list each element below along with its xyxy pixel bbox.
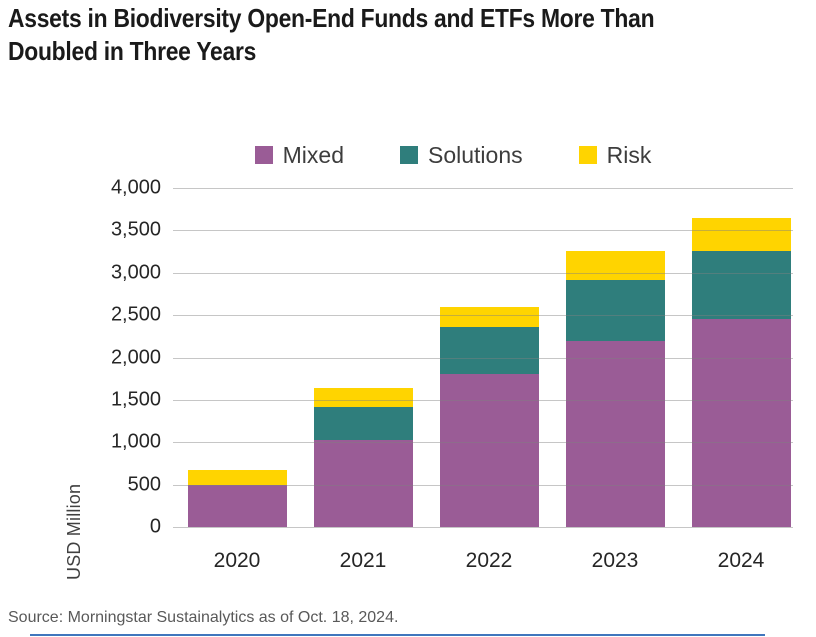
y-tick-label-3000: 3,000: [110, 261, 161, 284]
gridline-1500: [173, 399, 793, 401]
x-axis-baseline: [173, 527, 793, 528]
legend-item-risk: Risk: [578, 141, 652, 169]
y-tick-label-500: 500: [127, 473, 161, 496]
legend-swatch-mixed-icon: [254, 146, 273, 164]
chart-title: Assets in Biodiversity Open-End Funds an…: [8, 2, 655, 68]
bottom-accent-rule: [30, 634, 765, 636]
y-tick-label-2000: 2,000: [110, 346, 161, 368]
bar-segment-risk-2022: [439, 306, 539, 327]
gridline-1000: [173, 442, 793, 444]
legend: Mixed Solutions Risk: [143, 140, 763, 170]
x-axis-labels: 2020 2021 2022 2023 2024: [173, 549, 793, 579]
gridline-4000: [173, 188, 793, 189]
gridline-3000: [173, 272, 793, 274]
bar-segment-risk-2023: [565, 250, 665, 280]
bar-segment-mixed-2023: [565, 341, 665, 527]
gridline-500: [173, 484, 793, 486]
legend-label-mixed: Mixed: [282, 141, 344, 168]
bar-segment-risk-2020: [187, 470, 287, 485]
bar-segment-risk-2024: [691, 217, 791, 251]
bar-segment-mixed-2024: [691, 318, 791, 527]
x-tick-label-2021: 2021: [339, 549, 387, 572]
plot-area: [173, 188, 793, 528]
bar-segment-mixed-2022: [439, 373, 539, 527]
bar-segment-solutions-2022: [439, 326, 539, 374]
y-tick-label-1500: 1,500: [110, 388, 161, 411]
y-tick-label-1000: 1,000: [110, 430, 161, 453]
x-tick-label-2022: 2022: [465, 549, 513, 572]
legend-item-mixed: Mixed: [254, 141, 344, 169]
y-axis-labels: 0 500 1,000 1,500 2,000 2,500 3,000 3,500 4,000: [55, 177, 161, 538]
legend-swatch-solutions-icon: [400, 146, 418, 164]
bar-segment-solutions-2024: [691, 250, 791, 319]
chart-title-line-2: Doubled in Three Years: [8, 36, 257, 66]
bar-segment-risk-2021: [313, 388, 413, 407]
y-tick-label-3500: 3,500: [110, 218, 161, 241]
gridline-3500: [173, 230, 793, 232]
bar-segment-solutions-2021: [313, 406, 413, 440]
legend-label-solutions: Solutions: [428, 141, 523, 168]
source-note: Source: Morningstar Sustainalytics as of…: [8, 609, 399, 626]
y-tick-label-0: 0: [149, 515, 161, 538]
gridline-2500: [173, 315, 793, 317]
y-tick-label-4000: 4,000: [110, 176, 161, 199]
legend-swatch-risk-icon: [578, 146, 597, 164]
x-tick-label-2024: 2024: [717, 549, 765, 572]
legend-label-risk: Risk: [606, 141, 652, 168]
bar-segment-solutions-2023: [565, 279, 665, 342]
y-axis-title: USD Million: [64, 483, 84, 580]
gridline-2000: [173, 357, 793, 359]
x-tick-label-2023: 2023: [591, 549, 639, 572]
bar-segment-mixed-2020: [187, 484, 287, 527]
y-tick-label-2500: 2,500: [110, 303, 161, 326]
bar-segment-mixed-2021: [313, 439, 413, 527]
x-tick-label-2020: 2020: [213, 549, 261, 572]
legend-item-solutions: Solutions: [400, 142, 523, 169]
chart-title-line-1: Assets in Biodiversity Open-End Funds an…: [8, 3, 655, 33]
